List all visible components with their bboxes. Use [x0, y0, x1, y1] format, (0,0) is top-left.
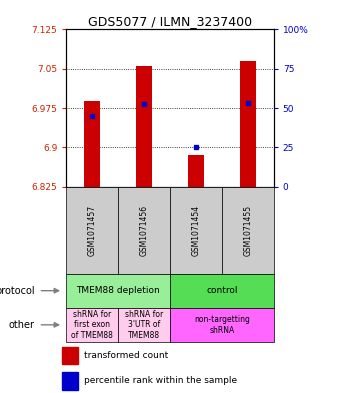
- Text: shRNA for
first exon
of TMEM88: shRNA for first exon of TMEM88: [71, 310, 113, 340]
- Bar: [170, 274, 274, 308]
- Text: GSM1071455: GSM1071455: [243, 205, 252, 256]
- Bar: [136, 66, 152, 187]
- Bar: [118, 187, 170, 274]
- Bar: [63, 347, 78, 364]
- Text: protocol: protocol: [0, 286, 34, 296]
- Bar: [66, 274, 170, 308]
- Text: non-targetting
shRNA: non-targetting shRNA: [194, 315, 250, 334]
- Bar: [66, 187, 118, 274]
- Text: transformed count: transformed count: [84, 351, 168, 360]
- Text: GSM1071456: GSM1071456: [140, 205, 149, 256]
- Bar: [222, 187, 274, 274]
- Bar: [240, 61, 256, 187]
- Text: GSM1071457: GSM1071457: [88, 205, 97, 256]
- Text: GSM1071454: GSM1071454: [191, 205, 200, 256]
- Text: TMEM88 depletion: TMEM88 depletion: [76, 286, 160, 295]
- Text: percentile rank within the sample: percentile rank within the sample: [84, 376, 237, 386]
- Text: shRNA for
3'UTR of
TMEM88: shRNA for 3'UTR of TMEM88: [125, 310, 163, 340]
- Text: other: other: [8, 320, 34, 330]
- Bar: [66, 308, 118, 342]
- Text: control: control: [206, 286, 238, 295]
- Bar: [84, 101, 100, 187]
- Bar: [170, 308, 274, 342]
- Bar: [170, 187, 222, 274]
- Bar: [118, 308, 170, 342]
- Bar: [63, 372, 78, 390]
- Title: GDS5077 / ILMN_3237400: GDS5077 / ILMN_3237400: [88, 15, 252, 28]
- Bar: [188, 155, 204, 187]
